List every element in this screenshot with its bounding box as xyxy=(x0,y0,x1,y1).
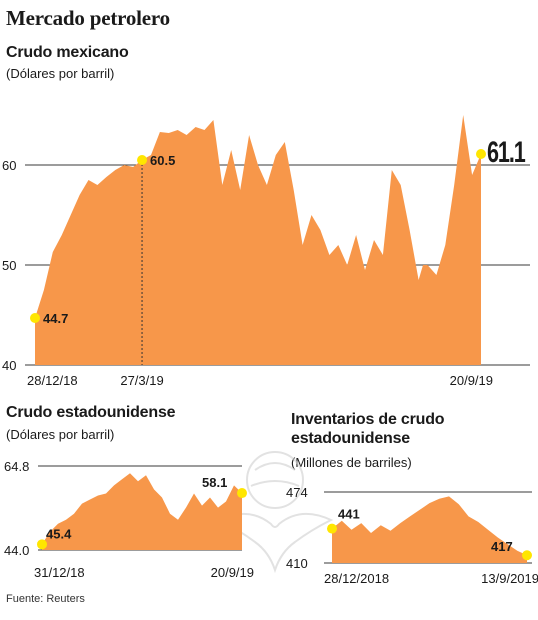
data-point-marker xyxy=(327,523,337,534)
data-point-marker xyxy=(30,313,40,323)
data-point-marker xyxy=(237,488,247,499)
chart-title-estadounidense: Crudo estadounidense xyxy=(6,404,176,421)
data-point-marker xyxy=(522,550,532,561)
source-note: Fuente: Reuters xyxy=(6,593,85,605)
data-label: 417 xyxy=(491,539,513,554)
y-tick-label: 44.0 xyxy=(4,543,29,558)
chart-title-inventarios-line1: Inventarios de crudo xyxy=(291,411,445,428)
x-tick-label: 27/3/19 xyxy=(120,373,163,388)
eagle-watermark-small-icon xyxy=(216,451,334,574)
x-tick-label: 13/9/2019 xyxy=(481,571,538,586)
chart-subtitle-mexicano: (Dólares por barril) xyxy=(6,66,115,81)
data-label: 58.1 xyxy=(202,475,227,490)
chart-estadounidense: 44.0 64.8 31/12/18 20/9/19 45.4 58.1 xyxy=(4,459,254,580)
x-tick-label: 20/9/19 xyxy=(211,565,254,580)
y-tick-label: 50 xyxy=(2,258,16,273)
chart-subtitle-estadounidense: (Dólares por barril) xyxy=(6,427,115,442)
data-point-marker xyxy=(476,149,486,159)
y-tick-label: 60 xyxy=(2,158,16,173)
data-label: 60.5 xyxy=(150,153,175,168)
y-tick-label: 40 xyxy=(2,358,16,373)
series-area-mexicano xyxy=(35,115,481,365)
data-point-marker xyxy=(137,155,148,165)
x-tick-label: 28/12/18 xyxy=(27,373,78,388)
x-tick-label: 20/9/19 xyxy=(450,373,493,388)
y-tick-label: 474 xyxy=(286,485,308,500)
data-label: 61.1 xyxy=(487,134,525,168)
data-label: 45.4 xyxy=(46,526,72,541)
chart-mexicano: 40 50 60 28/12/18 27/3/19 20/9/19 44.7 60.5 61… xyxy=(2,115,530,388)
chart-title-inventarios-line2: estadounidense xyxy=(291,430,411,447)
chart-subtitle-inventarios: (Millones de barriles) xyxy=(291,455,412,470)
y-tick-label: 410 xyxy=(286,556,308,571)
page-title: Mercado petrolero xyxy=(6,6,170,30)
x-tick-label: 31/12/18 xyxy=(34,565,85,580)
data-point-marker xyxy=(37,539,47,550)
series-area-estadounidense xyxy=(42,473,242,550)
x-tick-label: 28/12/2018 xyxy=(324,571,389,586)
chart-inventarios: 410 474 28/12/2018 13/9/2019 441 417 xyxy=(286,485,538,586)
data-label: 441 xyxy=(338,507,360,522)
y-tick-label: 64.8 xyxy=(4,459,29,474)
chart-title-mexicano: Crudo mexicano xyxy=(6,44,129,61)
series-area-inventarios xyxy=(332,496,527,563)
data-label: 44.7 xyxy=(43,311,68,326)
